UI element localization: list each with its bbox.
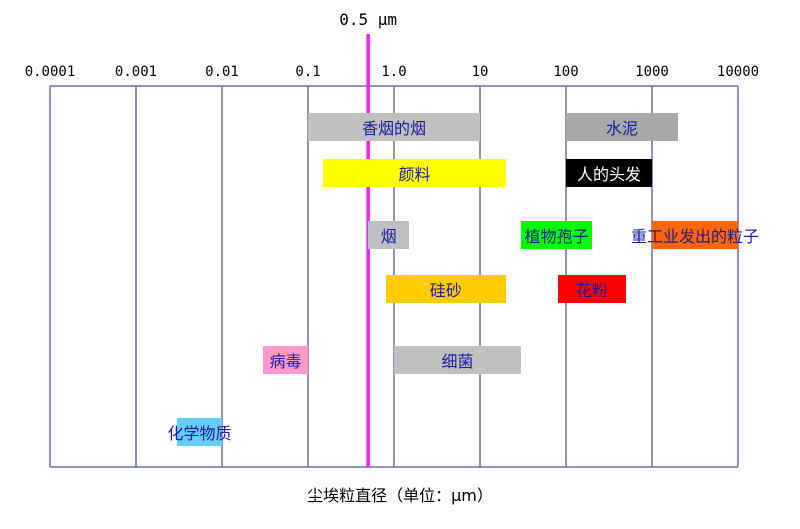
size-range-bar: 水泥 xyxy=(566,113,678,141)
size-range-bar: 烟 xyxy=(368,221,410,249)
tick-label: 0.0001 xyxy=(24,64,76,80)
size-range-bar: 花粉 xyxy=(557,275,627,303)
tick-label: 10 xyxy=(471,64,489,80)
size-range-bar: 细菌 xyxy=(394,346,522,374)
tick-label: 1000 xyxy=(635,64,669,80)
tick-label: 1.0 xyxy=(381,64,407,80)
tick-label: 100 xyxy=(553,64,579,80)
size-range-bar: 颜料 xyxy=(323,159,506,187)
marker-label: 0.5 μm xyxy=(339,10,397,29)
tick-label: 0.01 xyxy=(205,64,239,80)
tick-label: 0.1 xyxy=(295,64,321,80)
size-range-bar: 病毒 xyxy=(263,346,308,374)
tick-label: 0.001 xyxy=(114,64,158,80)
size-range-bar: 人的头发 xyxy=(566,159,652,187)
axis-title: 尘埃粒直径（单位：μm） xyxy=(307,486,493,505)
size-range-bar: 化学物质 xyxy=(168,418,232,446)
tick-label: 10000 xyxy=(716,64,760,80)
size-range-bar: 植物孢子 xyxy=(521,221,592,249)
size-range-bar: 硅砂 xyxy=(385,275,506,303)
size-range-bar: 香烟的烟 xyxy=(308,113,480,141)
size-range-bar: 重工业发出的粒子 xyxy=(631,221,759,249)
